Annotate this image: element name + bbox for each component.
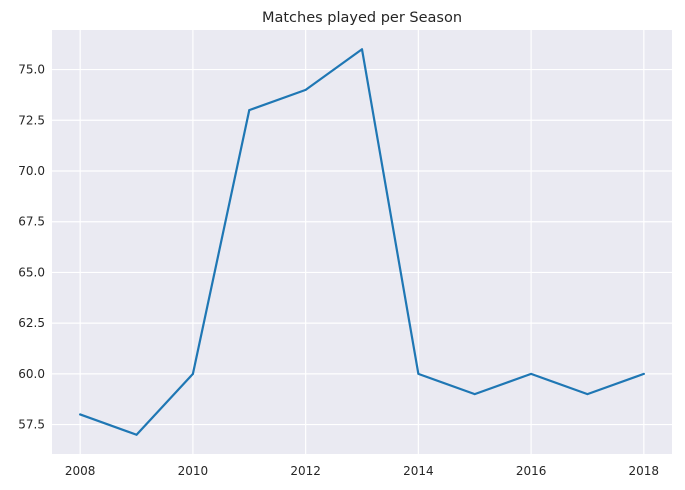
y-tick-label: 65.0 — [18, 265, 45, 279]
data-point — [304, 88, 307, 91]
series-layer — [79, 48, 645, 436]
x-tick-label: 2008 — [65, 464, 96, 478]
data-point — [191, 372, 194, 375]
plot-background — [52, 30, 672, 454]
x-tick-label: 2016 — [516, 464, 547, 478]
y-tick-label: 75.0 — [18, 63, 45, 77]
grid-lines — [52, 30, 672, 454]
y-tick-label: 57.5 — [18, 418, 45, 432]
data-point — [248, 109, 251, 112]
x-tick-labels: 2008 2010 2012 2014 2016 2018 — [65, 464, 659, 478]
x-tick-label: 2012 — [290, 464, 321, 478]
chart-title: Matches played per Season — [262, 10, 462, 26]
y-tick-label: 62.5 — [18, 316, 45, 330]
data-point — [586, 393, 589, 396]
data-point — [642, 372, 645, 375]
y-tick-label: 72.5 — [18, 113, 45, 127]
x-tick-label: 2014 — [403, 464, 434, 478]
data-point — [473, 393, 476, 396]
data-point — [417, 372, 420, 375]
x-tick-label: 2010 — [178, 464, 209, 478]
y-tick-label: 60.0 — [18, 367, 45, 381]
y-tick-label: 67.5 — [18, 215, 45, 229]
y-tick-label: 70.0 — [18, 164, 45, 178]
data-point — [530, 372, 533, 375]
y-tick-labels: 57.5 60.0 62.5 65.0 67.5 70.0 72.5 75.0 — [18, 63, 45, 432]
x-tick-label: 2018 — [629, 464, 660, 478]
data-point — [135, 433, 138, 436]
data-point — [79, 413, 82, 416]
data-point — [361, 48, 363, 51]
